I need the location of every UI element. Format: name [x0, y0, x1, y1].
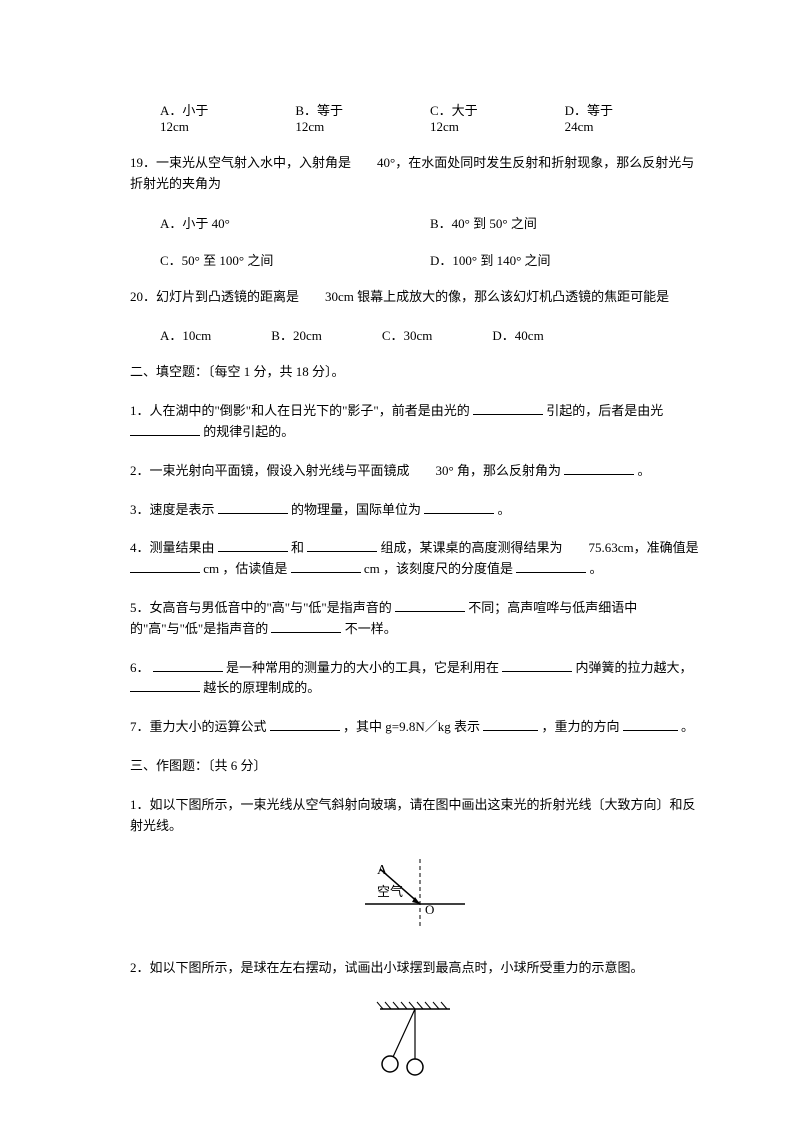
option-d: D．100° 到 140° 之间	[430, 250, 700, 269]
section3-header: 三、作图题：〔共 6 分〕	[130, 756, 700, 777]
option-b: B．40° 到 50° 之间	[430, 213, 700, 232]
draw-q2: 2．如以下图所示，是球在左右摆动，试画出小球摆到最高点时，小球所受重力的示意图。	[130, 958, 700, 979]
blank	[130, 559, 200, 573]
text: 7．重力大小的运算公式	[130, 719, 267, 734]
blank	[271, 619, 341, 633]
text: 6．	[130, 660, 150, 675]
q19-options-row2: C．50° 至 100° 之间 D．100° 到 140° 之间	[160, 250, 700, 269]
text: 4．测量结果由	[130, 540, 215, 555]
text: 5．女高音与男低音中的"高"与"低"是指声音的	[130, 600, 392, 615]
label-o: O	[425, 902, 434, 917]
blank	[291, 559, 361, 573]
q20-stem: 20．幻灯片到凸透镜的距离是 30cm 银幕上成放大的像，那么该幻灯机凸透镜的焦…	[130, 287, 700, 308]
option-b: B．20cm	[271, 325, 322, 344]
blank	[564, 461, 634, 475]
option-c: C．30cm	[382, 325, 433, 344]
text: 。	[498, 502, 511, 517]
q19-stem: 19．一束光从空气射入水中，入射角是 40°，在水面处同时发生反射和折射现象，那…	[130, 153, 700, 195]
blank	[270, 717, 340, 731]
option-d: D．40cm	[492, 325, 543, 344]
blank	[130, 422, 200, 436]
blank	[395, 598, 465, 612]
fill-q2: 2．一束光射向平面镜，假设入射光线与平面镜成 30° 角，那么反射角为 。	[130, 461, 700, 482]
text: 是一种常用的测量力的大小的工具，它是利用在	[226, 660, 499, 675]
text: cm ，估读值是	[203, 561, 287, 576]
blank	[473, 401, 543, 415]
fill-q6: 6． 是一种常用的测量力的大小的工具，它是利用在 内弹簧的拉力越大， 越长的原理…	[130, 658, 700, 700]
blank	[153, 658, 223, 672]
text: 不一样。	[345, 621, 397, 636]
diagram-2	[130, 997, 700, 1086]
blank	[218, 538, 288, 552]
q20-options: A．10cm B．20cm C．30cm D．40cm	[160, 325, 700, 344]
section2-header: 二、填空题：〔每空 1 分，共 18 分〕。	[130, 362, 700, 383]
diagram-1: A 空气 O	[130, 854, 700, 938]
blank	[130, 678, 200, 692]
label-air: 空气	[377, 884, 403, 899]
fill-q7: 7．重力大小的运算公式 ，其中 g=9.8N／kg 表示 ，重力的方向 。	[130, 717, 700, 738]
fill-q1: 1．人在湖中的"倒影"和人在日光下的"影子"，前者是由光的 引起的，后者是由光 …	[130, 401, 700, 443]
option-c: C．50° 至 100° 之间	[160, 250, 430, 269]
fill-q5: 5．女高音与男低音中的"高"与"低"是指声音的 不同；高声喧哗与低声细语中的"高…	[130, 598, 700, 640]
text: 和	[291, 540, 304, 555]
text: 。	[681, 719, 694, 734]
blank	[307, 538, 377, 552]
blank	[516, 559, 586, 573]
text: 组成，某课桌的高度测得结果为 75.63cm，准确值是	[381, 540, 699, 555]
blank	[623, 717, 678, 731]
option-b: B．等于 12cm	[295, 100, 370, 135]
text: 的规律引起的。	[203, 424, 294, 439]
text: 内弹簧的拉力越大，	[576, 660, 693, 675]
option-c: C．大于 12cm	[430, 100, 505, 135]
option-a: A．小于 40°	[160, 213, 430, 232]
draw-q1: 1．如以下图所示，一束光线从空气斜射向玻璃，请在图中画出这束光的折射光线〔大致方…	[130, 795, 700, 837]
text: 的物理量，国际单位为	[291, 502, 421, 517]
option-a: A．小于 12cm	[160, 100, 235, 135]
option-a: A．10cm	[160, 325, 211, 344]
blank	[424, 500, 494, 514]
q19-options-row1: A．小于 40° B．40° 到 50° 之间	[160, 213, 700, 232]
q18-options: A．小于 12cm B．等于 12cm C．大于 12cm D．等于 24cm	[160, 100, 700, 135]
text: 越长的原理制成的。	[203, 680, 320, 695]
text: ，其中 g=9.8N／kg 表示	[343, 719, 480, 734]
text: 1．人在湖中的"倒影"和人在日光下的"影子"，前者是由光的	[130, 403, 470, 418]
text: 引起的，后者是由光	[546, 403, 663, 418]
text: 。	[637, 463, 650, 478]
label-a: A	[377, 863, 388, 878]
text: ，重力的方向	[542, 719, 620, 734]
option-d: D．等于 24cm	[565, 100, 640, 135]
blank	[483, 717, 538, 731]
text: cm ，该刻度尺的分度值是	[364, 561, 513, 576]
text: 。	[590, 561, 603, 576]
fill-q4: 4．测量结果由 和 组成，某课桌的高度测得结果为 75.63cm，准确值是 cm…	[130, 538, 700, 580]
text: 3．速度是表示	[130, 502, 215, 517]
text: 2．一束光射向平面镜，假设入射光线与平面镜成 30° 角，那么反射角为	[130, 463, 561, 478]
fill-q3: 3．速度是表示 的物理量，国际单位为 。	[130, 500, 700, 521]
blank	[218, 500, 288, 514]
blank	[502, 658, 572, 672]
